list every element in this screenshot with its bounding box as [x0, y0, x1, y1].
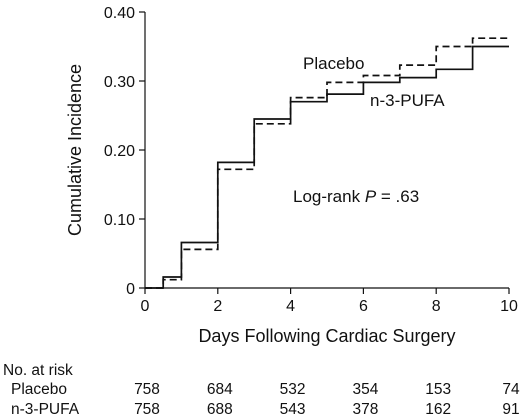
logrank-prefix: Log-rank: [293, 187, 365, 206]
y-axis-title: Cumulative Incidence: [65, 64, 85, 236]
x-tick-label: 4: [286, 298, 295, 315]
risk-value: 162: [425, 401, 451, 418]
risk-value: 758: [134, 381, 160, 398]
x-ticks: 0 2 4 6 8 10: [141, 288, 518, 315]
y-tick-label: 0: [126, 281, 135, 298]
risk-value: 378: [352, 401, 378, 418]
series-line-n-3-pufa: [145, 45, 509, 289]
risk-value: 91: [502, 401, 519, 418]
risk-row-label: Placebo: [11, 381, 67, 398]
risk-value: 684: [207, 381, 233, 398]
risk-table-title: No. at risk: [3, 362, 73, 379]
risk-value: 354: [352, 381, 378, 398]
x-tick-label: 6: [359, 298, 368, 315]
placebo-curve-label: Placebo: [303, 54, 364, 73]
logrank-p: P: [365, 187, 377, 206]
risk-row-label: n-3-PUFA: [11, 401, 80, 418]
x-tick-label: 10: [500, 298, 518, 315]
y-tick-label: 0.10: [104, 212, 135, 229]
logrank-annotation: Log-rank P = .63: [293, 187, 419, 206]
risk-value: 74: [502, 381, 520, 398]
risk-value: 153: [425, 381, 451, 398]
pufa-curve-label: n-3-PUFA: [370, 91, 445, 110]
x-tick-label: 8: [432, 298, 441, 315]
y-tick-label: 0.20: [104, 143, 135, 160]
risk-table: Placebo 758 684 532 354 153 74 n-3-PUFA 758 688 54…: [11, 381, 520, 418]
logrank-value: = .63: [376, 187, 419, 206]
y-ticks: 0 0.10 0.20 0.30 0.40: [104, 5, 145, 298]
x-tick-label: 2: [213, 298, 222, 315]
series-line-placebo: [145, 37, 509, 289]
y-tick-label: 0.40: [104, 5, 135, 22]
risk-value: 688: [207, 401, 233, 418]
risk-value: 758: [134, 401, 160, 418]
y-tick-label: 0.30: [104, 74, 135, 91]
risk-value: 532: [280, 381, 306, 398]
risk-value: 543: [280, 401, 306, 418]
series-layer: [145, 37, 509, 289]
x-axis-title: Days Following Cardiac Surgery: [198, 326, 455, 346]
x-tick-label: 0: [141, 298, 150, 315]
